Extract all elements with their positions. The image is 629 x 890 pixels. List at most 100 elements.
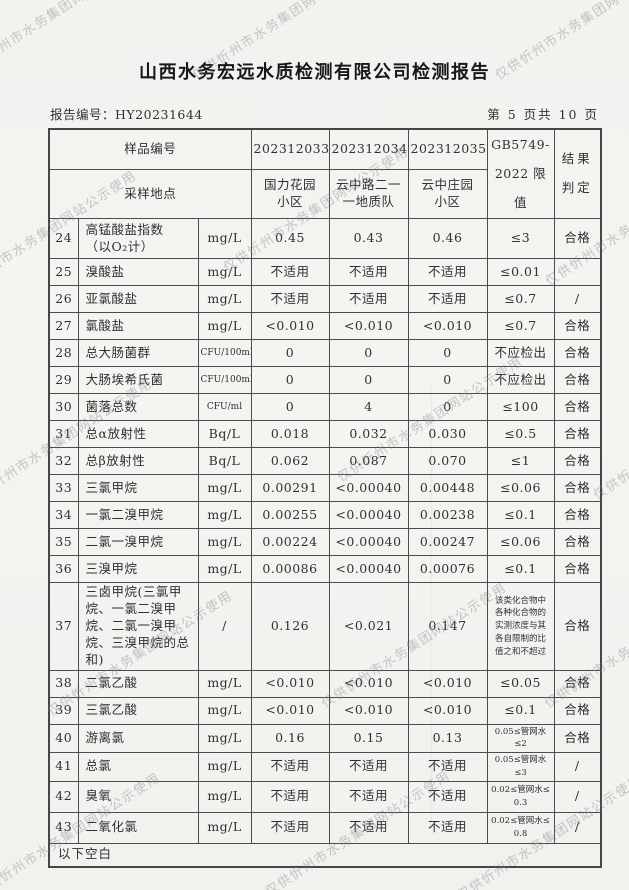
sample-1-value: 0 bbox=[250, 366, 330, 395]
item-name: 总β放射性 bbox=[77, 447, 199, 476]
row-number: 28 bbox=[48, 339, 79, 368]
results-table: 样品编号 202312033 202312034 202312035 GB574… bbox=[48, 128, 602, 869]
report-number: 报告编号：HY20231644 bbox=[50, 104, 203, 123]
results-table-head: 样品编号 202312033 202312034 202312035 GB574… bbox=[48, 128, 602, 220]
item-unit: mg/L bbox=[197, 555, 252, 584]
sample-1-value: 0.00291 bbox=[250, 474, 330, 503]
limit-value: ≤0.06 bbox=[486, 528, 555, 557]
sample-1-value: <0.010 bbox=[250, 669, 330, 698]
limit-value: ≤0.5 bbox=[486, 420, 555, 449]
verdict-value: / bbox=[553, 285, 602, 314]
verdict-value: 合格 bbox=[553, 582, 602, 671]
row-number: 42 bbox=[48, 780, 79, 813]
verdict-value: 合格 bbox=[553, 555, 602, 584]
sample-1-value: 0.00224 bbox=[250, 528, 330, 557]
verdict-value: 合格 bbox=[553, 393, 602, 422]
sample-id-2: 202312034 bbox=[328, 128, 409, 170]
sample-2-value: <0.010 bbox=[328, 696, 409, 725]
sample-2-value: 0.43 bbox=[328, 218, 409, 260]
limit-value: 0.05≤管网水≤3 bbox=[486, 752, 555, 782]
report-number-label: 报告编号： bbox=[50, 107, 116, 122]
table-row: 40 游离氯 mg/L 0.16 0.15 0.13 0.05≤管网水≤2 合格 bbox=[48, 723, 602, 754]
limit-value: 不应检出 bbox=[486, 339, 555, 368]
item-unit: mg/L bbox=[197, 474, 252, 503]
verdict-value: 合格 bbox=[553, 501, 602, 530]
sample-2-value: <0.00040 bbox=[328, 528, 409, 557]
row-number: 43 bbox=[48, 811, 79, 844]
row-number: 30 bbox=[48, 393, 79, 422]
item-name: 溴酸盐 bbox=[77, 258, 199, 287]
sample-3-value: 0 bbox=[407, 393, 488, 422]
verdict-value: 合格 bbox=[553, 669, 602, 698]
item-unit: mg/L bbox=[197, 752, 252, 782]
blank-note: 以下空白 bbox=[48, 842, 602, 868]
verdict-value: 合格 bbox=[553, 474, 602, 503]
sample-1-value: 不适用 bbox=[250, 780, 330, 813]
sample-1-value: 0 bbox=[250, 393, 330, 422]
limit-value: ≤0.7 bbox=[486, 285, 555, 314]
header-row-sample-no: 样品编号 202312033 202312034 202312035 GB574… bbox=[48, 128, 602, 220]
table-row: 31 总α放射性 Bq/L 0.018 0.032 0.030 ≤0.5 合格 bbox=[48, 420, 602, 449]
row-number: 40 bbox=[48, 723, 79, 754]
table-row: 33 三氯甲烷 mg/L 0.00291 <0.00040 0.00448 ≤0.06 合格 bbox=[48, 474, 602, 503]
page-title: 山西水务宏远水质检测有限公司检测报告 bbox=[139, 62, 490, 83]
item-unit: mg/L bbox=[197, 528, 252, 557]
verdict-value: 合格 bbox=[553, 420, 602, 449]
item-unit: CFU/100ml bbox=[197, 366, 252, 395]
limit-value: 不应检出 bbox=[486, 366, 555, 395]
item-name: 二氯乙酸 bbox=[77, 669, 199, 698]
page-indicator: 第 5 页共 10 页 bbox=[487, 107, 599, 122]
sample-2-value: 不适用 bbox=[328, 752, 409, 782]
verdict-value bbox=[553, 258, 602, 287]
sample-2-value: 不适用 bbox=[328, 811, 409, 844]
sample-2-value: 0.032 bbox=[328, 420, 409, 449]
sample-2-value: 0 bbox=[328, 339, 409, 368]
row-number: 31 bbox=[48, 420, 79, 449]
row-number: 24 bbox=[48, 218, 79, 260]
sample-3-value: 0.46 bbox=[407, 218, 488, 260]
row-number: 41 bbox=[48, 752, 79, 782]
sample-site-label: 采样地点 bbox=[48, 168, 252, 220]
sample-2-value: <0.00040 bbox=[328, 474, 409, 503]
verdict-header: 结果 判定 bbox=[553, 128, 602, 220]
table-row: 32 总β放射性 Bq/L 0.062 0.087 0.070 ≤1 合格 bbox=[48, 447, 602, 476]
limit-value: ≤0.1 bbox=[486, 501, 555, 530]
limit-value: ≤0.1 bbox=[486, 555, 555, 584]
limit-value: 该类化合物中 各种化合物的 实测浓度与其 各自限制的比 值之和不超过 bbox=[486, 582, 555, 671]
table-row: 27 氯酸盐 mg/L <0.010 <0.010 <0.010 ≤0.7 合格 bbox=[48, 312, 602, 341]
row-number: 37 bbox=[48, 582, 79, 671]
table-row: 36 三溴甲烷 mg/L 0.00086 <0.00040 0.00076 ≤0.1 合格 bbox=[48, 555, 602, 584]
item-name: 三氯甲烷 bbox=[77, 474, 199, 503]
sample-site-1: 国力花园 小区 bbox=[250, 168, 330, 220]
row-number: 27 bbox=[48, 312, 79, 341]
item-name: 总氯 bbox=[77, 752, 199, 782]
limit-value: ≤0.05 bbox=[486, 669, 555, 698]
item-unit: Bq/L bbox=[197, 447, 252, 476]
table-row: 30 菌落总数 CFU/ml 0 4 0 ≤100 合格 bbox=[48, 393, 602, 422]
item-name: 一氯二溴甲烷 bbox=[77, 501, 199, 530]
table-row: 34 一氯二溴甲烷 mg/L 0.00255 <0.00040 0.00238 ≤0.1 合格 bbox=[48, 501, 602, 530]
sample-3-value: 不适用 bbox=[407, 811, 488, 844]
item-unit: mg/L bbox=[197, 285, 252, 314]
table-row: 38 二氯乙酸 mg/L <0.010 <0.010 <0.010 ≤0.05 合格 bbox=[48, 669, 602, 698]
sample-3-value: 0.13 bbox=[407, 723, 488, 754]
sample-site-3: 云中庄园 小区 bbox=[407, 168, 488, 220]
item-name: 三溴甲烷 bbox=[77, 555, 199, 584]
verdict-value: 合格 bbox=[553, 696, 602, 725]
sample-2-value: 0.087 bbox=[328, 447, 409, 476]
verdict-value: / bbox=[553, 811, 602, 844]
item-name: 氯酸盐 bbox=[77, 312, 199, 341]
row-number: 34 bbox=[48, 501, 79, 530]
table-row: 29 大肠埃希氏菌 CFU/100ml 0 0 0 不应检出 合格 bbox=[48, 366, 602, 395]
verdict-value: 合格 bbox=[553, 528, 602, 557]
sample-3-value: 0.147 bbox=[407, 582, 488, 671]
item-unit: Bq/L bbox=[197, 420, 252, 449]
item-name: 大肠埃希氏菌 bbox=[77, 366, 199, 395]
sample-3-value: 0.00448 bbox=[407, 474, 488, 503]
sample-id-3: 202312035 bbox=[407, 128, 488, 170]
limit-value: ≤0.01 bbox=[486, 258, 555, 287]
sample-3-value: 0 bbox=[407, 366, 488, 395]
sample-3-value: 0.070 bbox=[407, 447, 488, 476]
limit-value: ≤100 bbox=[486, 393, 555, 422]
